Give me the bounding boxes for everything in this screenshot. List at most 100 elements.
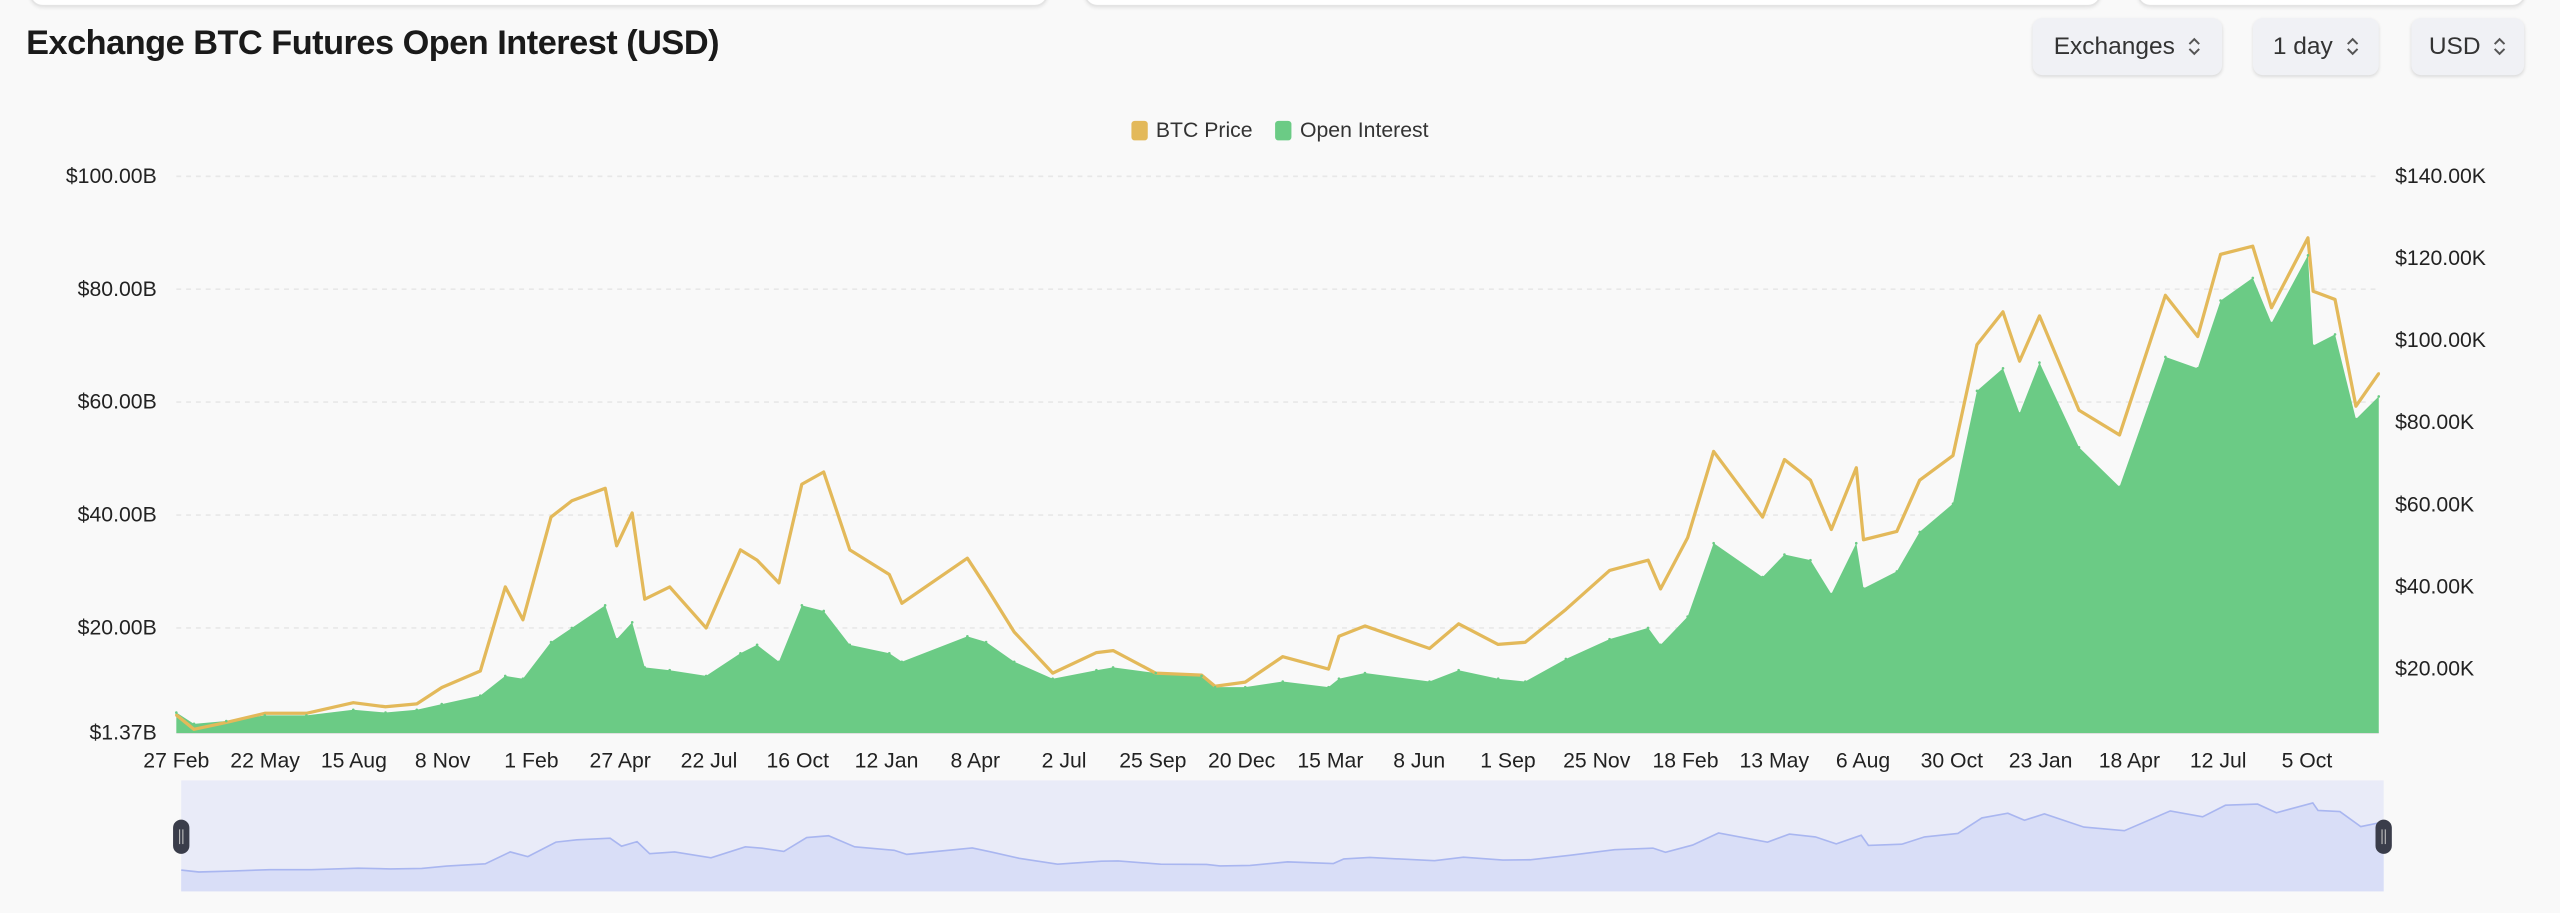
open-interest-point[interactable] (1243, 685, 1247, 689)
open-interest-point[interactable] (263, 714, 267, 717)
btc-price-point[interactable] (900, 602, 904, 605)
open-interest-point[interactable] (1111, 666, 1115, 669)
btc-price-point[interactable] (1659, 587, 1662, 591)
open-interest-point[interactable] (1327, 685, 1330, 689)
btc-price-point[interactable] (351, 701, 355, 704)
open-interest-point[interactable] (739, 651, 742, 655)
open-interest-point[interactable] (1646, 626, 1650, 630)
btc-price-point[interactable] (478, 669, 482, 673)
btc-price-point[interactable] (1829, 528, 1833, 531)
open-interest-point[interactable] (1095, 668, 1098, 672)
open-interest-point[interactable] (1051, 677, 1055, 681)
btc-price-point[interactable] (1428, 647, 1431, 650)
open-interest-point[interactable] (2001, 366, 2005, 370)
open-interest-point[interactable] (1809, 558, 1812, 562)
btc-price-point[interactable] (1111, 649, 1115, 652)
open-interest-point[interactable] (848, 643, 852, 647)
open-interest-point[interactable] (1862, 587, 1865, 590)
open-interest-point[interactable] (1761, 575, 1764, 579)
btc-price-point[interactable] (615, 544, 618, 548)
open-interest-point[interactable] (305, 714, 308, 717)
btc-price-point[interactable] (1862, 538, 1865, 541)
btc-price-point[interactable] (1051, 671, 1055, 675)
btc-price-point[interactable] (1854, 466, 1858, 470)
btc-price-point[interactable] (263, 712, 267, 715)
btc-price-point[interactable] (2001, 310, 2005, 314)
open-interest-point[interactable] (1012, 660, 1016, 664)
btc-price-point[interactable] (643, 597, 647, 601)
open-interest-point[interactable] (2018, 412, 2021, 415)
open-interest-point[interactable] (1564, 657, 1568, 661)
open-interest-point[interactable] (1918, 530, 1922, 534)
btc-price-point[interactable] (2251, 244, 2255, 248)
open-interest-point[interactable] (2377, 395, 2381, 398)
open-interest-point[interactable] (755, 643, 759, 647)
open-interest-point[interactable] (1951, 502, 1955, 506)
open-interest-point[interactable] (966, 635, 969, 638)
open-interest-point[interactable] (1829, 592, 1833, 596)
open-interest-point[interactable] (1686, 615, 1689, 618)
btc-price-point[interactable] (2077, 409, 2081, 412)
interval-select[interactable]: 1 day (2253, 17, 2379, 76)
btc-price-point[interactable] (2377, 372, 2381, 375)
btc-price-point[interactable] (2018, 359, 2021, 363)
btc-price-point[interactable] (570, 499, 574, 502)
open-interest-point[interactable] (1200, 674, 1203, 678)
btc-price-point[interactable] (1975, 343, 1979, 346)
btc-price-point[interactable] (521, 618, 525, 622)
open-interest-point[interactable] (1659, 643, 1662, 647)
btc-price-point[interactable] (777, 581, 781, 585)
open-interest-point[interactable] (440, 702, 444, 706)
open-interest-point[interactable] (2164, 355, 2167, 359)
btc-price-point[interactable] (887, 573, 891, 576)
btc-price-point[interactable] (1281, 655, 1285, 658)
btc-price-point[interactable] (984, 585, 988, 589)
open-interest-point[interactable] (615, 637, 618, 641)
open-interest-point[interactable] (1783, 553, 1786, 556)
open-interest-point[interactable] (822, 609, 826, 613)
btc-price-point[interactable] (2164, 294, 2167, 297)
btc-price-point[interactable] (503, 585, 507, 589)
btc-price-point[interactable] (2196, 335, 2199, 338)
open-interest-point[interactable] (1337, 677, 1341, 681)
open-interest-point[interactable] (224, 719, 228, 723)
btc-price-point[interactable] (1608, 569, 1611, 572)
btc-price-point[interactable] (384, 705, 387, 709)
btc-price-point[interactable] (192, 728, 196, 731)
open-interest-point[interactable] (2333, 333, 2337, 336)
open-interest-point[interactable] (704, 674, 708, 678)
open-interest-point[interactable] (1281, 680, 1285, 683)
open-interest-point[interactable] (900, 660, 904, 664)
btc-price-point[interactable] (175, 713, 178, 717)
btc-price-point[interactable] (1761, 515, 1764, 519)
btc-price-point[interactable] (1523, 641, 1527, 644)
btc-price-point[interactable] (1895, 530, 1899, 533)
open-interest-point[interactable] (175, 711, 178, 714)
open-interest-point[interactable] (2306, 254, 2310, 257)
open-interest-point[interactable] (1363, 671, 1367, 675)
btc-price-point[interactable] (2311, 289, 2315, 293)
open-interest-point[interactable] (549, 640, 553, 644)
open-interest-point[interactable] (1854, 541, 1858, 545)
btc-price-point[interactable] (2219, 253, 2222, 256)
open-interest-point[interactable] (1712, 541, 1715, 545)
btc-price-point[interactable] (704, 626, 708, 630)
open-interest-point[interactable] (384, 711, 387, 714)
btc-price-point[interactable] (1243, 680, 1247, 684)
btc-price-point[interactable] (1327, 667, 1330, 671)
open-interest-point[interactable] (1608, 637, 1611, 641)
btc-price-point[interactable] (2354, 404, 2358, 408)
open-interest-point[interactable] (668, 668, 671, 672)
open-interest-point[interactable] (1213, 685, 1217, 689)
open-interest-point[interactable] (603, 604, 607, 607)
btc-price-point[interactable] (1809, 478, 1812, 482)
open-interest-point[interactable] (984, 640, 988, 644)
open-interest-point[interactable] (2038, 361, 2041, 364)
btc-price-point[interactable] (440, 686, 444, 689)
btc-price-point[interactable] (415, 702, 419, 706)
open-interest-point[interactable] (2077, 445, 2081, 449)
btc-price-point[interactable] (1363, 624, 1367, 628)
btc-price-point[interactable] (305, 712, 308, 715)
currency-select[interactable]: USD (2411, 17, 2525, 76)
btc-price-point[interactable] (755, 558, 759, 562)
